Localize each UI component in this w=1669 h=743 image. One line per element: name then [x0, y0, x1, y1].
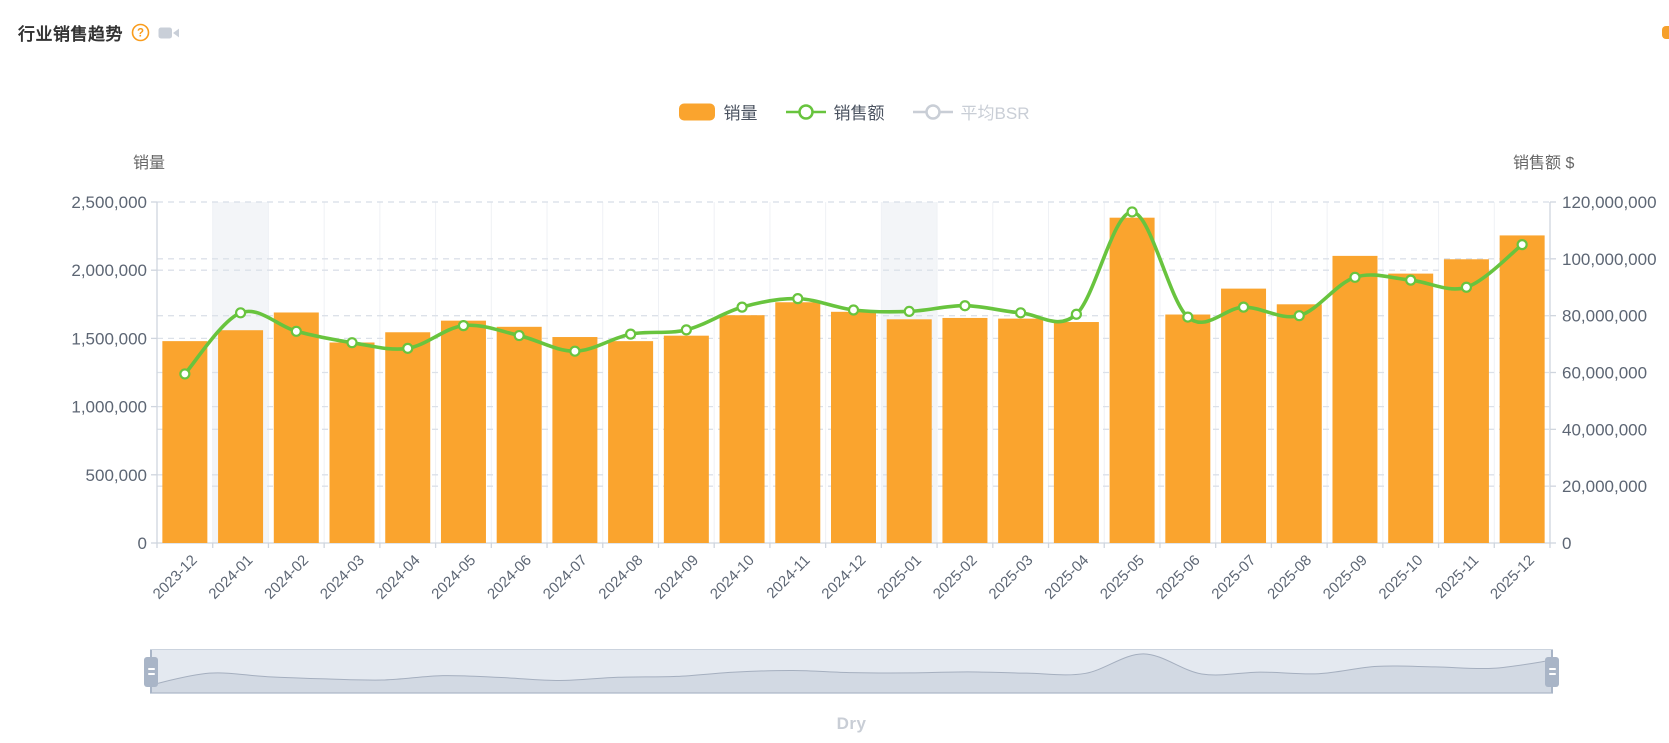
slider-left-handle[interactable] — [144, 656, 158, 687]
svg-text:2025-07: 2025-07 — [1208, 552, 1259, 603]
svg-text:2024-12: 2024-12 — [818, 552, 869, 603]
svg-text:40,000,000: 40,000,000 — [1562, 420, 1647, 439]
svg-text:500,000: 500,000 — [86, 466, 147, 485]
svg-text:2024-10: 2024-10 — [707, 552, 758, 603]
svg-text:2024-08: 2024-08 — [595, 552, 646, 603]
svg-text:2025-05: 2025-05 — [1097, 552, 1148, 603]
right-axis-title: 销售额 $ — [1513, 155, 1575, 172]
svg-text:2024-01: 2024-01 — [205, 552, 256, 603]
legend-label: 销售额 — [833, 104, 885, 123]
svg-text:2024-09: 2024-09 — [651, 552, 702, 603]
svg-text:2,500,000: 2,500,000 — [71, 193, 147, 212]
category-label: Dry — [836, 714, 867, 733]
svg-text:2025-08: 2025-08 — [1264, 552, 1315, 603]
svg-text:2024-04: 2024-04 — [373, 552, 424, 603]
page-title: 行业销售趋势 — [18, 25, 123, 44]
sales-volume-bars[interactable] — [162, 217, 1545, 544]
legend-item-average-bsr[interactable]: 平均BSR — [912, 99, 1030, 124]
line-swatch-icon — [785, 103, 826, 120]
svg-text:2024-06: 2024-06 — [484, 552, 535, 603]
clipped-floating-widget[interactable] — [1662, 26, 1669, 39]
chart-legend: 销量 销售额 平均BSR — [157, 99, 1550, 124]
svg-text:2025-06: 2025-06 — [1153, 552, 1204, 603]
svg-text:2025-03: 2025-03 — [986, 552, 1037, 603]
svg-text:1,000,000: 1,000,000 — [71, 398, 147, 417]
slider-mini-chart — [151, 653, 1552, 693]
legend-label: 平均BSR — [960, 104, 1030, 123]
svg-text:?: ? — [137, 28, 144, 40]
svg-text:2025-09: 2025-09 — [1320, 552, 1371, 603]
svg-text:2025-12: 2025-12 — [1487, 552, 1538, 603]
sales-trend-chart[interactable]: 0 500,000 1,000,000 1,500,000 2,000,000 2,500… — [0, 0, 1669, 625]
svg-text:2024-02: 2024-02 — [261, 552, 312, 603]
svg-text:120,000,000: 120,000,000 — [1562, 193, 1657, 212]
line-swatch-icon — [912, 103, 953, 120]
svg-text:60,000,000: 60,000,000 — [1562, 364, 1647, 383]
svg-text:2,000,000: 2,000,000 — [71, 261, 147, 280]
svg-text:0: 0 — [138, 534, 147, 553]
svg-text:1,500,000: 1,500,000 — [71, 329, 147, 348]
panel-header: 行业销售趋势 ? — [18, 20, 180, 45]
svg-text:2025-01: 2025-01 — [874, 552, 925, 603]
svg-text:2025-10: 2025-10 — [1376, 552, 1427, 603]
bar-swatch-icon — [678, 103, 715, 120]
svg-text:2024-03: 2024-03 — [317, 552, 368, 603]
svg-text:80,000,000: 80,000,000 — [1562, 307, 1647, 326]
svg-text:0: 0 — [1562, 534, 1571, 553]
svg-text:2024-11: 2024-11 — [763, 552, 813, 602]
svg-text:2025-02: 2025-02 — [930, 552, 981, 603]
svg-text:2023-12: 2023-12 — [150, 552, 201, 603]
legend-label: 销量 — [723, 104, 758, 123]
svg-text:2025-04: 2025-04 — [1041, 552, 1092, 603]
slider-right-handle[interactable] — [1545, 656, 1559, 687]
svg-text:2024-07: 2024-07 — [540, 552, 591, 603]
svg-text:2025-11: 2025-11 — [1432, 552, 1482, 602]
legend-item-sales-volume[interactable]: 销量 — [678, 99, 758, 124]
legend-item-revenue[interactable]: 销售额 — [785, 99, 885, 124]
video-tutorial-icon[interactable] — [158, 25, 180, 41]
x-axis-labels: 2023-12 2024-01 2024-02 2024-03 2024-04 2024-… — [150, 552, 1538, 603]
svg-text:2024-05: 2024-05 — [428, 552, 479, 603]
svg-text:20,000,000: 20,000,000 — [1562, 477, 1647, 496]
left-axis-title: 销量 — [132, 155, 165, 172]
svg-text:100,000,000: 100,000,000 — [1562, 250, 1657, 269]
help-icon[interactable]: ? — [131, 23, 150, 42]
data-zoom-slider[interactable] — [144, 649, 1559, 694]
revenue-line[interactable] — [179, 206, 1528, 380]
